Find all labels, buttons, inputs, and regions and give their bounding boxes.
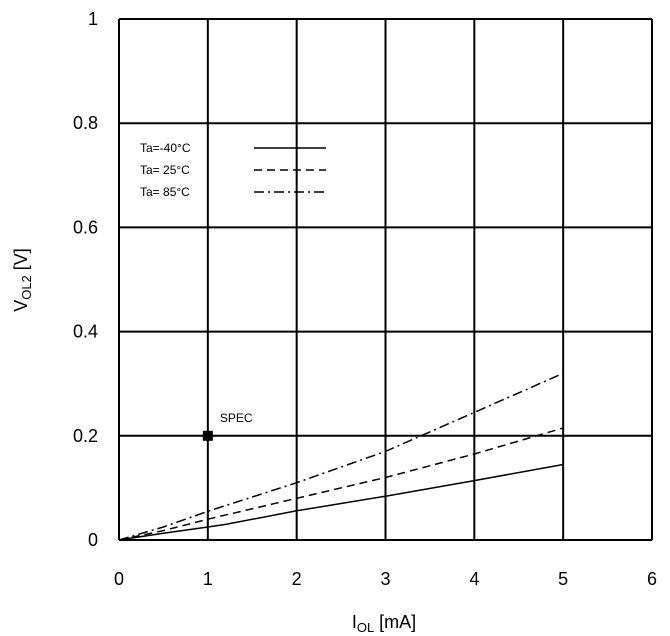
annotations: SPEC <box>202 411 253 441</box>
y-tick-label-0: 0 <box>88 530 98 550</box>
legend-label-2: Ta= 85°C <box>140 185 190 199</box>
legend-label-1: Ta= 25°C <box>140 163 190 177</box>
x-tick-label-6: 6 <box>647 569 657 589</box>
x-tick-label-4: 4 <box>469 569 479 589</box>
series-line-1 <box>118 427 564 541</box>
y-axis-label: VOL2 [V] <box>11 248 34 312</box>
x-tick-label-5: 5 <box>558 569 568 589</box>
spec-label: SPEC <box>220 411 253 425</box>
y-tick-label-5: 1 <box>88 9 98 29</box>
series-lines <box>118 372 564 541</box>
x-tick-label-3: 3 <box>380 569 390 589</box>
y-tick-label-1: 0.2 <box>73 426 98 446</box>
series-line-2 <box>118 372 564 541</box>
x-tick-label-2: 2 <box>292 569 302 589</box>
y-tick-label-4: 0.8 <box>73 113 98 133</box>
grid <box>118 18 653 541</box>
series-line-0 <box>118 463 564 541</box>
spec-marker <box>202 430 213 441</box>
x-tick-label-1: 1 <box>203 569 213 589</box>
y-tick-labels: 0 0.2 0.4 0.6 0.8 1 <box>73 9 98 550</box>
x-axis-label: IOL [mA] <box>352 612 416 635</box>
legend-label-0: Ta=-40°C <box>140 141 191 155</box>
y-tick-label-3: 0.6 <box>73 217 98 237</box>
x-tick-labels: 0 1 2 3 4 5 6 <box>114 569 657 589</box>
legend: Ta=-40°C Ta= 25°C Ta= 85°C <box>140 141 326 199</box>
x-tick-label-0: 0 <box>114 569 124 589</box>
y-tick-label-2: 0.4 <box>73 322 98 342</box>
